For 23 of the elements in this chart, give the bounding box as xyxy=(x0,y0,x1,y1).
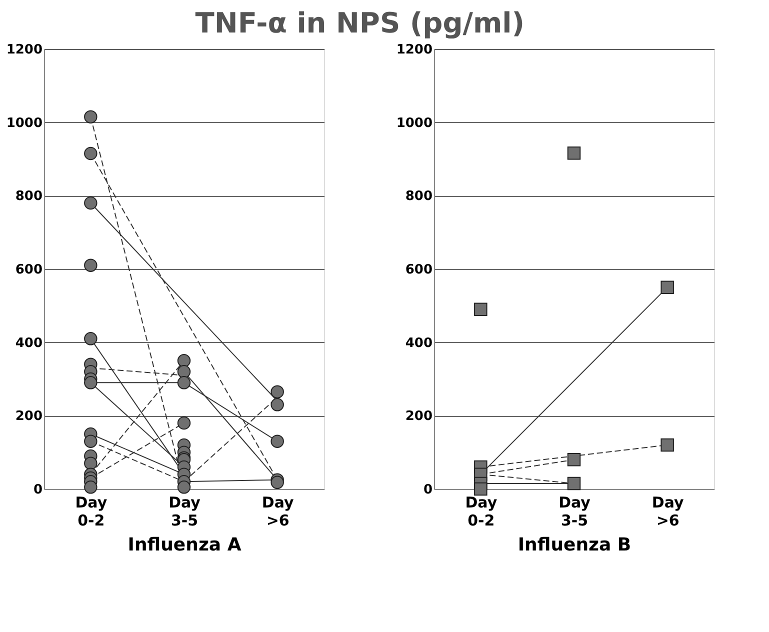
chart-title: TNF-α in NPS (pg/ml) xyxy=(195,6,525,40)
y-tick-label: 200 xyxy=(15,409,42,424)
x-axis-title: Influenza A xyxy=(128,534,242,556)
y-tick-label: 200 xyxy=(405,409,432,424)
y-tick-label: 400 xyxy=(15,336,42,351)
y-tick-label: 0 xyxy=(423,482,432,498)
y-tick-label: 1200 xyxy=(396,42,432,58)
y-tick-label: 400 xyxy=(405,336,432,351)
y-tick-label: 0 xyxy=(33,482,42,498)
y-tick-label: 1000 xyxy=(396,116,432,131)
x-axis-title: Influenza B xyxy=(518,534,632,556)
x-tick-label: Day >6 xyxy=(652,494,684,530)
y-tick-label: 600 xyxy=(15,262,42,278)
x-tick-label: Day 0-2 xyxy=(465,494,498,530)
x-tick-label: Day >6 xyxy=(262,494,294,530)
y-tick-label: 1200 xyxy=(6,42,42,58)
y-tick-label: 800 xyxy=(405,189,432,204)
x-tick-label: Day 0-2 xyxy=(75,494,108,530)
y-tick-label: 600 xyxy=(405,262,432,278)
x-tick-label: Day 3-5 xyxy=(168,494,201,530)
y-tick-label: 800 xyxy=(15,189,42,204)
y-tick-label: 1000 xyxy=(6,116,42,131)
x-tick-label: Day 3-5 xyxy=(558,494,591,530)
